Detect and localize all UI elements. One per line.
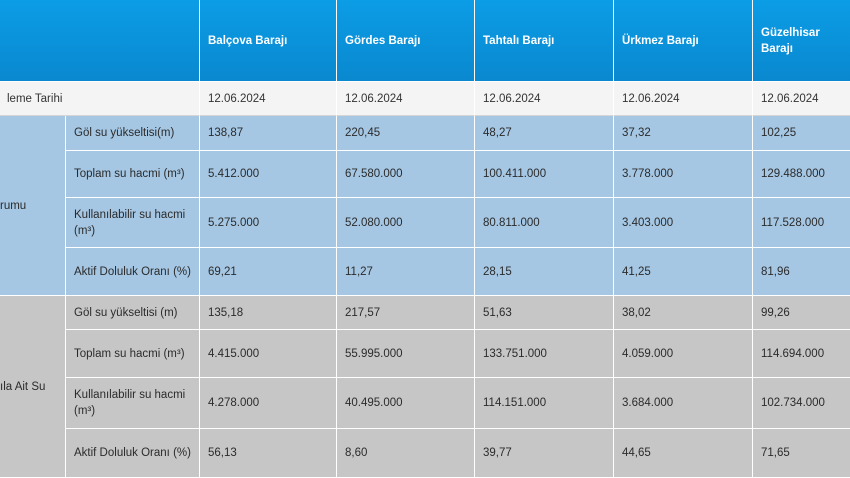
value-cell: 114.151.000	[475, 378, 614, 429]
header-dam-tahtali: Tahtalı Barajı	[475, 0, 614, 82]
metric-label: Kullanılabilir su hacmi (m³)	[66, 378, 200, 429]
value-cell: 38,02	[614, 296, 753, 330]
table-row: Kullanılabilir su hacmi (m³) 5.275.000 5…	[0, 198, 850, 248]
date-cell: 12.06.2024	[614, 82, 753, 116]
value-cell: 44,65	[614, 429, 753, 478]
value-cell: 4.059.000	[614, 330, 753, 378]
value-cell: 56,13	[200, 429, 337, 478]
value-cell: 102,25	[753, 116, 850, 151]
date-cell: 12.06.2024	[337, 82, 475, 116]
value-cell: 117.528.000	[753, 198, 850, 248]
value-cell: 100.411.000	[475, 151, 614, 198]
value-cell: 3.778.000	[614, 151, 753, 198]
table-row: Aktif Doluluk Oranı (%) 56,13 8,60 39,77…	[0, 429, 850, 478]
value-cell: 3.403.000	[614, 198, 753, 248]
value-cell: 4.278.000	[200, 378, 337, 429]
current-status-group-label: rumu	[0, 116, 66, 296]
value-cell: 81,96	[753, 248, 850, 296]
value-cell: 37,32	[614, 116, 753, 151]
header-dam-gordes: Gördes Barajı	[337, 0, 475, 82]
value-cell: 67.580.000	[337, 151, 475, 198]
header-dam-guzelhisar: Güzelhisar Barajı	[753, 0, 850, 82]
value-cell: 28,15	[475, 248, 614, 296]
value-cell: 41,25	[614, 248, 753, 296]
header-dam-urkmez: Ürkmez Barajı	[614, 0, 753, 82]
value-cell: 135,18	[200, 296, 337, 330]
value-cell: 4.415.000	[200, 330, 337, 378]
value-cell: 133.751.000	[475, 330, 614, 378]
table-row: Toplam su hacmi (m³) 4.415.000 55.995.00…	[0, 330, 850, 378]
value-cell: 5.275.000	[200, 198, 337, 248]
previous-year-group-label: ıla Ait Su	[0, 296, 66, 478]
header-dam-balcova: Balçova Barajı	[200, 0, 337, 82]
measurement-date-label: leme Tarihi	[0, 82, 200, 116]
header-corner-cell	[0, 0, 200, 82]
value-cell: 51,63	[475, 296, 614, 330]
metric-label: Göl su yükseltisi(m)	[66, 116, 200, 151]
table-row: Toplam su hacmi (m³) 5.412.000 67.580.00…	[0, 151, 850, 198]
metric-label: Toplam su hacmi (m³)	[66, 330, 200, 378]
table-row: rumu Göl su yükseltisi(m) 138,87 220,45 …	[0, 116, 850, 296]
date-cell: 12.06.2024	[475, 82, 614, 116]
metric-label: Göl su yükseltisi (m)	[66, 296, 200, 330]
value-cell: 48,27	[475, 116, 614, 151]
table-header-row: Balçova Barajı Gördes Barajı Tahtalı Bar…	[0, 0, 850, 82]
value-cell: 80.811.000	[475, 198, 614, 248]
value-cell: 52.080.000	[337, 198, 475, 248]
metric-label: Toplam su hacmi (m³)	[66, 151, 200, 198]
value-cell: 5.412.000	[200, 151, 337, 198]
date-cell: 12.06.2024	[753, 82, 850, 116]
value-cell: 114.694.000	[753, 330, 850, 378]
metric-label: Kullanılabilir su hacmi (m³)	[66, 198, 200, 248]
value-cell: 8,60	[337, 429, 475, 478]
value-cell: 69,21	[200, 248, 337, 296]
value-cell: 129.488.000	[753, 151, 850, 198]
measurement-date-row: leme Tarihi 12.06.2024 12.06.2024 12.06.…	[0, 82, 850, 116]
table-row: Aktif Doluluk Oranı (%) 69,21 11,27 28,1…	[0, 248, 850, 296]
value-cell: 55.995.000	[337, 330, 475, 378]
table-row: ıla Ait Su Göl su yükseltisi (m) 135,18 …	[0, 296, 850, 478]
table-row: Kullanılabilir su hacmi (m³) 4.278.000 4…	[0, 378, 850, 429]
value-cell: 138,87	[200, 116, 337, 151]
value-cell: 39,77	[475, 429, 614, 478]
value-cell: 3.684.000	[614, 378, 753, 429]
value-cell: 40.495.000	[337, 378, 475, 429]
date-cell: 12.06.2024	[200, 82, 337, 116]
value-cell: 11,27	[337, 248, 475, 296]
value-cell: 220,45	[337, 116, 475, 151]
metric-label: Aktif Doluluk Oranı (%)	[66, 248, 200, 296]
value-cell: 71,65	[753, 429, 850, 478]
value-cell: 99,26	[753, 296, 850, 330]
value-cell: 102.734.000	[753, 378, 850, 429]
value-cell: 217,57	[337, 296, 475, 330]
metric-label: Aktif Doluluk Oranı (%)	[66, 429, 200, 478]
